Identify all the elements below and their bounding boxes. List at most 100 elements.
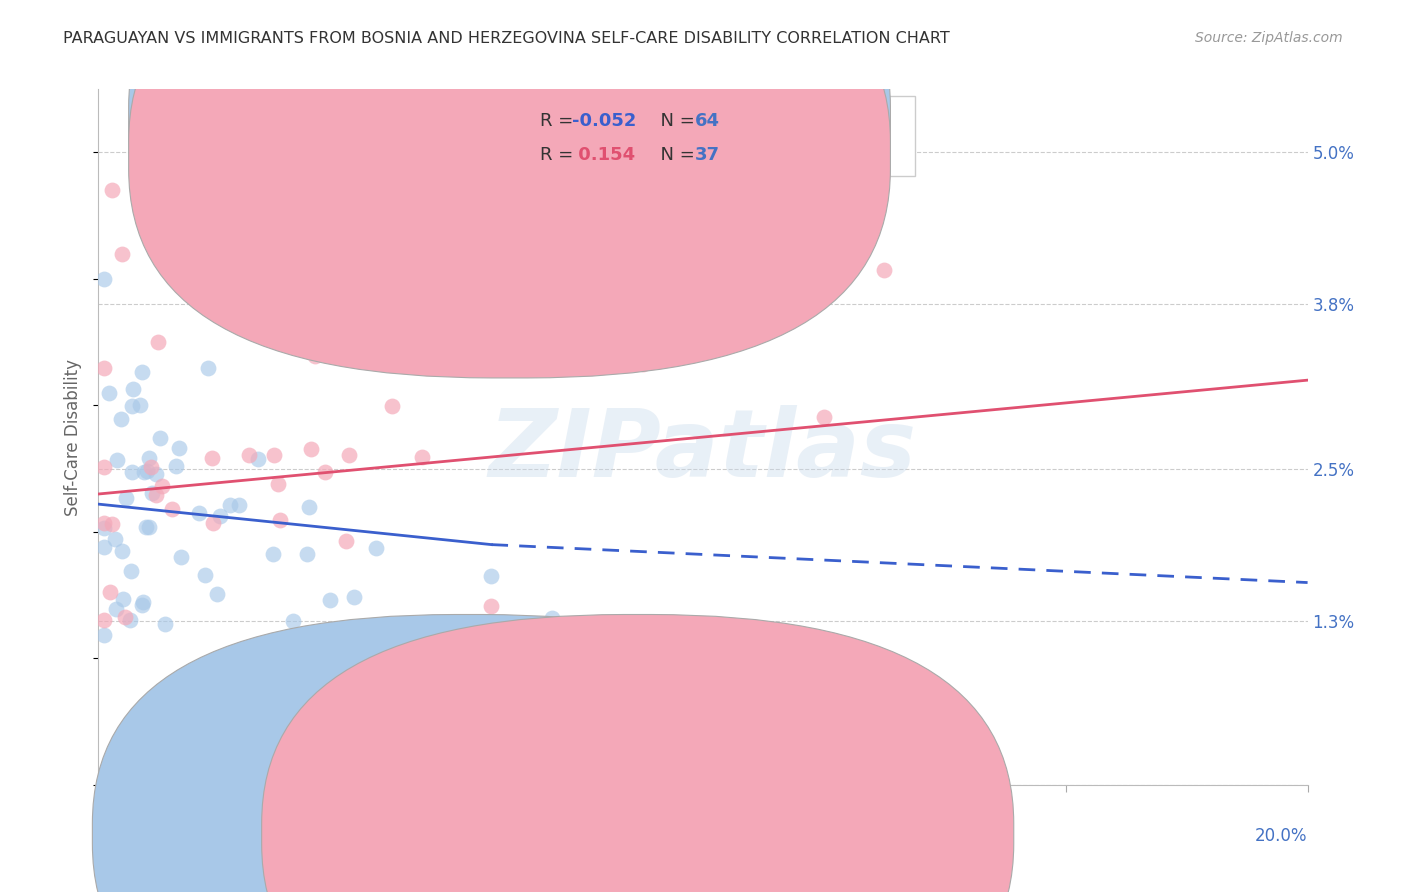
Text: N =: N = [648, 112, 700, 129]
Point [138, 520, 160, 534]
Y-axis label: Self-Care Disability: Self-Care Disability [65, 359, 83, 516]
Point [305, 719, 328, 733]
Text: R =: R = [540, 146, 579, 164]
Point [281, 614, 304, 628]
Point [269, 513, 291, 527]
Point [540, 355, 562, 369]
Point [93, 459, 115, 474]
Point [98, 585, 121, 599]
Point [364, 690, 387, 704]
Point [111, 544, 134, 558]
Point [304, 349, 326, 363]
Point [201, 450, 224, 465]
Point [602, 668, 624, 682]
Point [122, 382, 145, 396]
Point [93, 627, 115, 641]
Point [337, 449, 360, 463]
Point [129, 399, 152, 413]
Text: PARAGUAYAN VS IMMIGRANTS FROM BOSNIA AND HERZEGOVINA SELF-CARE DISABILITY CORREL: PARAGUAYAN VS IMMIGRANTS FROM BOSNIA AND… [63, 31, 950, 46]
Text: Source: ZipAtlas.com: Source: ZipAtlas.com [1195, 31, 1343, 45]
Point [295, 644, 318, 658]
Point [267, 476, 290, 491]
Text: 20.0%: 20.0% [1256, 827, 1308, 845]
Point [139, 459, 162, 474]
Point [692, 305, 714, 319]
Text: N =: N = [648, 146, 700, 164]
Text: 0.154: 0.154 [572, 146, 636, 164]
Point [93, 516, 115, 530]
Point [202, 516, 225, 530]
Text: Paraguayans: Paraguayans [488, 825, 595, 843]
Text: R =: R = [540, 112, 579, 129]
Point [93, 520, 115, 534]
Point [170, 550, 193, 565]
Point [121, 564, 143, 578]
Point [238, 449, 260, 463]
Point [481, 569, 503, 583]
Point [394, 275, 416, 289]
Point [101, 516, 124, 531]
Point [93, 360, 115, 375]
Point [411, 450, 433, 465]
Point [381, 399, 404, 413]
Point [208, 509, 231, 524]
Point [131, 365, 153, 379]
Point [148, 335, 170, 350]
Point [262, 747, 284, 762]
Point [111, 246, 134, 260]
Point [194, 568, 217, 582]
Point [205, 587, 228, 601]
Point [813, 410, 835, 425]
Point [197, 360, 219, 375]
Point [110, 412, 132, 426]
Point [298, 500, 321, 514]
Point [284, 677, 307, 691]
Point [631, 357, 654, 371]
Text: -0.052: -0.052 [572, 112, 637, 129]
Point [131, 599, 153, 613]
Point [661, 703, 683, 717]
Point [132, 595, 155, 609]
Text: ZIPatlas: ZIPatlas [489, 405, 917, 497]
Text: Immigrants from Bosnia and Herzegovina: Immigrants from Bosnia and Herzegovina [657, 825, 1002, 843]
Point [360, 750, 382, 764]
Point [366, 541, 388, 555]
FancyBboxPatch shape [93, 615, 845, 892]
Point [150, 478, 173, 492]
Point [160, 501, 183, 516]
Point [873, 263, 896, 277]
Point [180, 677, 202, 691]
FancyBboxPatch shape [129, 0, 890, 378]
Point [114, 609, 136, 624]
Point [844, 198, 866, 212]
Point [299, 442, 322, 456]
Point [114, 491, 136, 505]
FancyBboxPatch shape [262, 615, 1014, 892]
Point [134, 520, 156, 534]
Point [107, 453, 129, 467]
Text: 37: 37 [695, 146, 720, 164]
Point [228, 499, 250, 513]
Point [143, 702, 166, 716]
Point [145, 467, 167, 481]
Point [97, 386, 120, 401]
Point [134, 465, 156, 479]
Point [138, 451, 160, 466]
Point [335, 534, 357, 549]
Point [295, 547, 318, 561]
Point [165, 458, 187, 473]
Point [298, 642, 321, 657]
Point [100, 183, 122, 197]
Point [167, 441, 190, 455]
Point [153, 616, 176, 631]
Point [104, 602, 127, 616]
Point [342, 590, 364, 604]
Point [319, 593, 342, 607]
Point [145, 488, 167, 502]
Point [141, 486, 163, 500]
Point [93, 613, 115, 627]
Point [263, 448, 285, 462]
Point [481, 599, 503, 614]
Point [540, 611, 562, 625]
Point [873, 765, 896, 780]
